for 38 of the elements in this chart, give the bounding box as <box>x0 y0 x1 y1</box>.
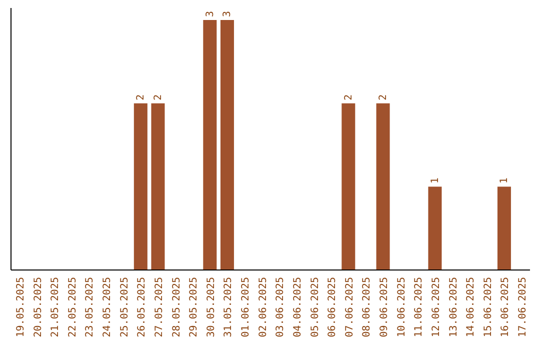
x-tick-label: 28.05.2025 <box>171 277 182 338</box>
x-tick-label: 30.05.2025 <box>206 277 217 338</box>
x-tick-label: 20.05.2025 <box>32 277 44 338</box>
x-tick-label: 22.05.2025 <box>67 277 78 338</box>
data-label: 3 <box>204 10 216 17</box>
x-tick-label: 14.06.2025 <box>466 277 477 338</box>
x-tick-label: 12.06.2025 <box>430 277 442 338</box>
data-label: 3 <box>222 10 234 17</box>
data-label: 2 <box>136 94 147 100</box>
x-tick-label: 23.05.2025 <box>84 277 96 338</box>
x-tick-label: 25.05.2025 <box>119 277 130 338</box>
data-label: 2 <box>343 94 354 100</box>
x-tick-label: 04.06.2025 <box>292 277 304 338</box>
x-tick-label: 21.05.2025 <box>50 277 62 338</box>
x-tick-label: 15.06.2025 <box>482 277 494 338</box>
data-label: 2 <box>378 94 390 100</box>
x-tick-label: 05.06.2025 <box>310 277 321 338</box>
x-tick-label: 24.05.2025 <box>102 277 114 338</box>
x-tick-label: 08.06.2025 <box>362 277 373 338</box>
data-label: 2 <box>152 94 164 100</box>
x-tick-label: 09.06.2025 <box>379 277 390 338</box>
x-tick-label: 03.06.2025 <box>275 277 286 338</box>
x-tick-label: 07.06.2025 <box>344 277 356 338</box>
data-label: 1 <box>499 178 510 184</box>
x-tick-label: 02.06.2025 <box>258 277 269 338</box>
x-tick-label: 13.06.2025 <box>448 277 460 338</box>
x-tick-label: 17.06.2025 <box>518 277 529 338</box>
x-tick-label: 27.05.2025 <box>154 277 165 338</box>
x-tick-label: 11.06.2025 <box>414 277 425 338</box>
data-label: 1 <box>430 178 441 184</box>
x-tick-label: 06.06.2025 <box>327 277 338 338</box>
x-tick-label: 29.05.2025 <box>188 277 200 338</box>
x-tick-label: 01.06.2025 <box>240 277 252 338</box>
x-tick-label: 10.06.2025 <box>396 277 408 338</box>
x-tick-label: 19.05.2025 <box>15 277 26 338</box>
x-tick-label: 31.05.2025 <box>223 277 234 338</box>
x-tick-label: 16.06.2025 <box>500 277 512 338</box>
x-tick-label: 26.05.2025 <box>136 277 148 338</box>
